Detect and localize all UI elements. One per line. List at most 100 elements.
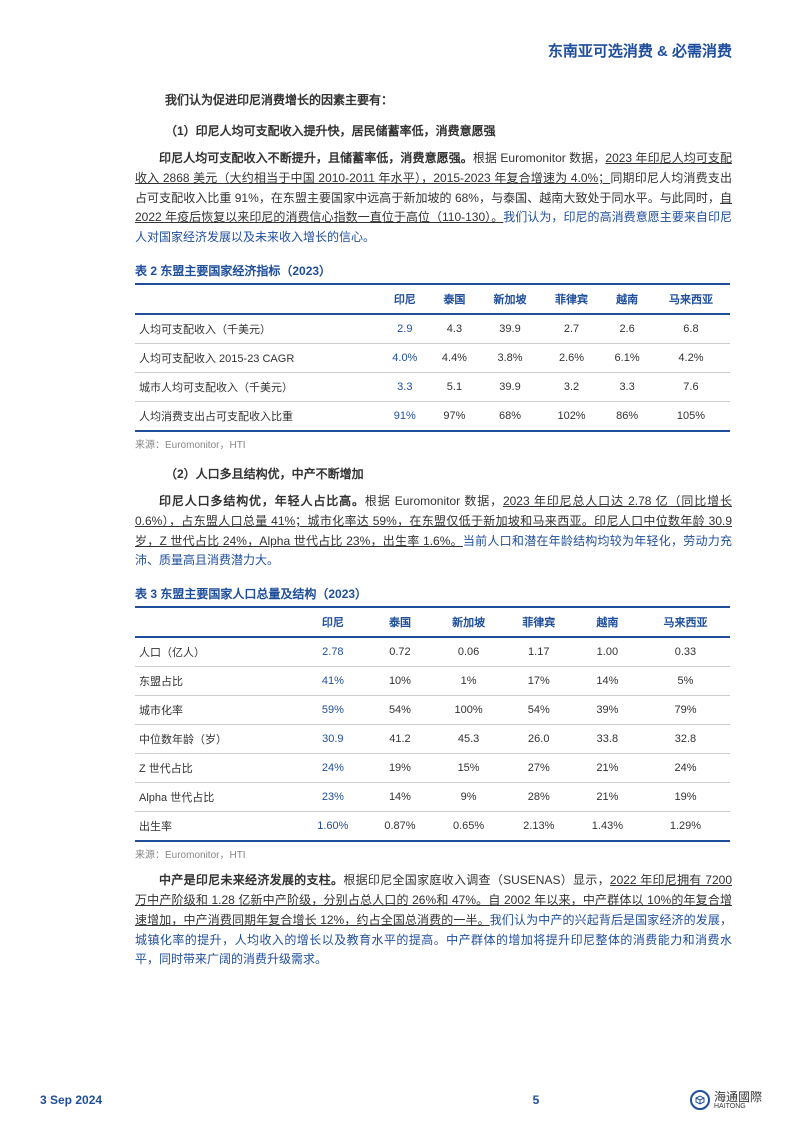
col-header: 菲律宾 bbox=[504, 607, 574, 637]
row-label: 出生率 bbox=[135, 812, 299, 842]
col-header bbox=[135, 607, 299, 637]
col-header: 菲律宾 bbox=[541, 284, 603, 314]
cell: 0.65% bbox=[434, 812, 504, 842]
cell: 4.4% bbox=[430, 343, 480, 372]
cell: 41.2 bbox=[366, 725, 433, 754]
cell-highlight: 3.3 bbox=[380, 372, 430, 401]
cell: 26.0 bbox=[504, 725, 574, 754]
cell: 1.00 bbox=[574, 637, 641, 667]
cell: 2.7 bbox=[541, 314, 603, 344]
cell: 39.9 bbox=[479, 372, 541, 401]
cell: 7.6 bbox=[652, 372, 730, 401]
cell: 3.3 bbox=[602, 372, 652, 401]
intro-text: 我们认为促进印尼消费增长的因素主要有： bbox=[165, 91, 732, 108]
cell-highlight: 2.78 bbox=[299, 637, 366, 667]
cell: 3.8% bbox=[479, 343, 541, 372]
cell: 2.6 bbox=[602, 314, 652, 344]
cell-highlight: 41% bbox=[299, 667, 366, 696]
col-header: 新加坡 bbox=[434, 607, 504, 637]
table-row: 人口（亿人）2.780.720.061.171.000.33 bbox=[135, 637, 730, 667]
cell-highlight: 91% bbox=[380, 401, 430, 431]
cell: 6.8 bbox=[652, 314, 730, 344]
cell-highlight: 59% bbox=[299, 696, 366, 725]
table-row: 人均可支配收入（千美元）2.94.339.92.72.66.8 bbox=[135, 314, 730, 344]
page-footer: 3 Sep 2024 5 海通國際 HAITONG bbox=[0, 1090, 802, 1110]
table-row: 出生率1.60%0.87%0.65%2.13%1.43%1.29% bbox=[135, 812, 730, 842]
row-label: 人均消费支出占可支配收入比重 bbox=[135, 401, 380, 431]
cell: 105% bbox=[652, 401, 730, 431]
cell: 15% bbox=[434, 754, 504, 783]
cell-highlight: 1.60% bbox=[299, 812, 366, 842]
cell: 5% bbox=[641, 667, 730, 696]
table-2-source: 来源：Euromonitor，HTI bbox=[135, 436, 732, 451]
cell: 4.2% bbox=[652, 343, 730, 372]
cell: 3.2 bbox=[541, 372, 603, 401]
table-2: 印尼 泰国 新加坡 菲律宾 越南 马来西亚 人均可支配收入（千美元）2.94.3… bbox=[135, 283, 730, 432]
col-header: 泰国 bbox=[430, 284, 480, 314]
para-text: 根据 Euromonitor 数据， bbox=[365, 494, 503, 508]
col-header: 泰国 bbox=[366, 607, 433, 637]
haitong-logo-icon bbox=[690, 1090, 710, 1110]
cell: 0.87% bbox=[366, 812, 433, 842]
cell: 0.06 bbox=[434, 637, 504, 667]
cell: 27% bbox=[504, 754, 574, 783]
cell-highlight: 23% bbox=[299, 783, 366, 812]
footer-date: 3 Sep 2024 bbox=[40, 1093, 102, 1107]
row-label: 人均可支配收入 2015-23 CAGR bbox=[135, 343, 380, 372]
cell: 1.29% bbox=[641, 812, 730, 842]
cell: 39.9 bbox=[479, 314, 541, 344]
col-header: 越南 bbox=[602, 284, 652, 314]
cell: 21% bbox=[574, 754, 641, 783]
table-row: 东盟占比41%10%1%17%14%5% bbox=[135, 667, 730, 696]
row-label: Z 世代占比 bbox=[135, 754, 299, 783]
row-label: 城市人均可支配收入（千美元） bbox=[135, 372, 380, 401]
section-2-title: （2）人口多且结构优，中产不断增加 bbox=[165, 465, 732, 482]
cell: 14% bbox=[574, 667, 641, 696]
cell: 54% bbox=[504, 696, 574, 725]
section-1-title: （1）印尼人均可支配收入提升快，居民储蓄率低，消费意愿强 bbox=[165, 122, 732, 139]
cell: 2.13% bbox=[504, 812, 574, 842]
table-row: 人均可支配收入 2015-23 CAGR4.0%4.4%3.8%2.6%6.1%… bbox=[135, 343, 730, 372]
para-text: 根据印尼全国家庭收入调查（SUSENAS）显示， bbox=[343, 873, 610, 887]
cell: 1.43% bbox=[574, 812, 641, 842]
cell: 86% bbox=[602, 401, 652, 431]
cell-highlight: 30.9 bbox=[299, 725, 366, 754]
row-label: 东盟占比 bbox=[135, 667, 299, 696]
cell: 28% bbox=[504, 783, 574, 812]
table-row: Z 世代占比24%19%15%27%21%24% bbox=[135, 754, 730, 783]
col-header: 印尼 bbox=[299, 607, 366, 637]
cell: 1% bbox=[434, 667, 504, 696]
table-3-source: 来源：Euromonitor，HTI bbox=[135, 846, 732, 861]
cell: 0.72 bbox=[366, 637, 433, 667]
cell-highlight: 2.9 bbox=[380, 314, 430, 344]
section-2-paragraph: 印尼人口多结构优，年轻人占比高。根据 Euromonitor 数据，2023 年… bbox=[135, 492, 732, 571]
row-label: 人均可支配收入（千美元） bbox=[135, 314, 380, 344]
footer-logo: 海通國際 HAITONG bbox=[690, 1090, 762, 1110]
table-header-row: 印尼 泰国 新加坡 菲律宾 越南 马来西亚 bbox=[135, 284, 730, 314]
cell: 100% bbox=[434, 696, 504, 725]
col-header: 马来西亚 bbox=[641, 607, 730, 637]
table-row: 城市化率59%54%100%54%39%79% bbox=[135, 696, 730, 725]
table-row: 中位数年龄（岁）30.941.245.326.033.832.8 bbox=[135, 725, 730, 754]
col-header bbox=[135, 284, 380, 314]
cell: 19% bbox=[366, 754, 433, 783]
table-2-title: 表 2 东盟主要国家经济指标（2023） bbox=[135, 262, 732, 279]
table-row: 人均消费支出占可支配收入比重91%97%68%102%86%105% bbox=[135, 401, 730, 431]
cell-highlight: 24% bbox=[299, 754, 366, 783]
cell: 10% bbox=[366, 667, 433, 696]
para-bold: 印尼人均可支配收入不断提升，且储蓄率低，消费意愿强。 bbox=[159, 151, 473, 165]
cell: 32.8 bbox=[641, 725, 730, 754]
cell: 97% bbox=[430, 401, 480, 431]
cell: 24% bbox=[641, 754, 730, 783]
cell: 9% bbox=[434, 783, 504, 812]
cell: 1.17 bbox=[504, 637, 574, 667]
cell: 19% bbox=[641, 783, 730, 812]
cell: 39% bbox=[574, 696, 641, 725]
cell: 33.8 bbox=[574, 725, 641, 754]
para-bold: 印尼人口多结构优，年轻人占比高。 bbox=[159, 494, 365, 508]
para-text: 根据 Euromonitor 数据， bbox=[473, 151, 606, 165]
cell: 68% bbox=[479, 401, 541, 431]
cell-highlight: 4.0% bbox=[380, 343, 430, 372]
row-label: 城市化率 bbox=[135, 696, 299, 725]
col-header: 越南 bbox=[574, 607, 641, 637]
